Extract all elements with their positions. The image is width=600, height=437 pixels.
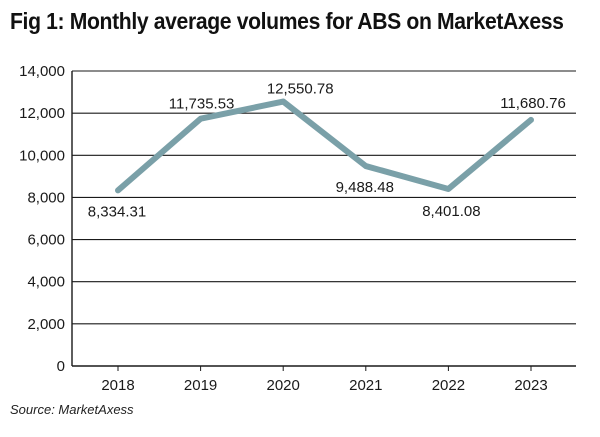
y-tick-label: 2,000 — [27, 316, 65, 333]
data-label: 8,334.31 — [88, 203, 146, 220]
x-axis: 2018 2019 2020 2021 2022 2023 — [101, 366, 548, 394]
x-tick-label: 2020 — [267, 377, 300, 394]
source-note: Source: MarketAxess — [10, 402, 134, 417]
y-tick-label: 10,000 — [19, 147, 65, 164]
x-tick-label: 2019 — [184, 377, 217, 394]
data-label: 11,680.76 — [500, 95, 566, 112]
series — [115, 98, 534, 194]
y-tick-label: 0 — [57, 358, 65, 375]
y-axis: 0 2,000 4,000 6,000 8,000 10,000 12,000 14,000 — [19, 63, 65, 375]
x-tick-label: 2022 — [432, 377, 465, 394]
gridlines — [71, 70, 576, 367]
data-label: 9,488.48 — [336, 179, 394, 196]
data-label: 8,401.08 — [422, 203, 480, 220]
data-label: 11,735.53 — [169, 96, 235, 113]
y-tick-label: 8,000 — [27, 189, 65, 206]
y-tick-label: 4,000 — [27, 274, 65, 291]
y-tick-label: 12,000 — [19, 105, 65, 122]
y-tick-label: 6,000 — [27, 232, 65, 249]
series-line — [115, 98, 534, 194]
data-labels: 8,334.31 11,735.53 12,550.78 9,488.48 8,401.… — [88, 81, 566, 221]
x-tick-label: 2023 — [514, 377, 547, 394]
data-label: 12,550.78 — [267, 81, 334, 98]
x-tick-label: 2018 — [101, 377, 134, 394]
y-tick-label: 14,000 — [19, 63, 65, 80]
chart-title: Fig 1: Monthly average volumes for ABS o… — [10, 8, 564, 34]
x-tick-label: 2021 — [349, 377, 382, 394]
